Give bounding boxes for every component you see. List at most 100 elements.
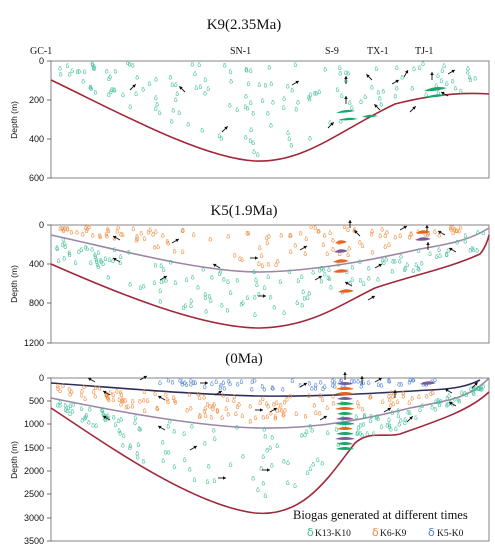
gas-reservoir bbox=[336, 387, 354, 390]
gas-drop-icon: δ bbox=[423, 230, 427, 238]
gas-drop-icon: δ bbox=[396, 407, 400, 415]
gas-drop-icon: δ bbox=[417, 393, 421, 401]
gas-drop-icon: δ bbox=[445, 80, 449, 88]
gas-drop-icon: δ bbox=[107, 227, 111, 235]
gas-drop-icon: δ bbox=[321, 385, 325, 393]
gas-drop-icon: δ bbox=[268, 444, 272, 452]
gas-drop-icon: δ bbox=[197, 61, 201, 69]
gas-drop-icon: δ bbox=[393, 258, 397, 266]
gas-drop-icon: δ bbox=[128, 444, 132, 452]
gas-reservoir bbox=[337, 427, 353, 430]
gas-drop-icon: δ bbox=[338, 64, 342, 72]
gas-drop-icon: δ bbox=[340, 92, 344, 100]
gas-drop-icon: δ bbox=[466, 68, 470, 76]
gas-drop-icon: δ bbox=[306, 294, 310, 302]
gas-drop-icon: δ bbox=[104, 413, 108, 421]
gas-drop-icon: δ bbox=[192, 379, 196, 387]
gas-drop-icon: δ bbox=[106, 225, 110, 233]
arrowhead bbox=[260, 408, 263, 412]
arrowhead bbox=[445, 388, 449, 393]
arrowhead bbox=[404, 70, 409, 74]
gas-reservoir bbox=[335, 392, 355, 395]
gas-drop-icon: δ bbox=[81, 77, 85, 85]
gas-drop-icon: δ bbox=[375, 413, 379, 421]
gas-drop-icon: δ bbox=[249, 99, 253, 107]
gas-drop-icon: δ bbox=[162, 277, 166, 285]
gas-drop-icon: δ bbox=[323, 65, 327, 73]
gas-drop-icon: δ bbox=[395, 64, 399, 72]
basement-line bbox=[50, 234, 490, 329]
gas-drop-icon: δ bbox=[325, 404, 329, 412]
gas-drop-icon: δ bbox=[414, 414, 418, 422]
gas-drop-icon: δ bbox=[79, 246, 83, 254]
gas-drop-icon: δ bbox=[454, 85, 458, 93]
gas-drop-icon: δ bbox=[252, 148, 256, 156]
gas-drop-icon: δ bbox=[388, 423, 392, 431]
gas-drop-icon: δ bbox=[293, 482, 297, 490]
gas-drop-icon: δ bbox=[154, 261, 158, 269]
gas-drop-icon: δ bbox=[68, 410, 72, 418]
gas-drop-icon: δ bbox=[317, 88, 321, 96]
gas-drop-icon: δ bbox=[370, 84, 374, 92]
gas-drop-icon: δ bbox=[92, 388, 96, 396]
gas-drop-icon: δ bbox=[343, 223, 347, 231]
gas-drop-icon: δ bbox=[190, 61, 194, 69]
legend-item-k5-k0: δ K5-K0 bbox=[428, 526, 464, 539]
gas-drop-icon: δ bbox=[234, 410, 238, 418]
gas-drop-icon: δ bbox=[119, 391, 123, 399]
gas-drop-icon: δ bbox=[104, 391, 108, 399]
gas-drop-icon: δ bbox=[263, 492, 267, 500]
gas-drop-icon: δ bbox=[433, 228, 437, 236]
gas-drop-icon: δ bbox=[383, 232, 387, 240]
gas-drop-icon: δ bbox=[206, 85, 210, 93]
gas-drop-icon: δ bbox=[363, 93, 367, 101]
y-axis-label: Depth (m) bbox=[9, 441, 19, 479]
gas-drop-icon: δ bbox=[82, 383, 86, 391]
gas-drop-icon: δ bbox=[377, 381, 381, 389]
gas-drop-icon: δ bbox=[86, 225, 90, 233]
gas-drop-icon: δ bbox=[57, 257, 61, 265]
gas-drop-icon: δ bbox=[218, 270, 222, 278]
gas-drop-icon: δ bbox=[105, 391, 109, 399]
arrowhead bbox=[163, 275, 167, 280]
arrowhead bbox=[88, 377, 92, 382]
gas-drop-icon: δ bbox=[346, 226, 350, 234]
gas-drop-icon: δ bbox=[174, 279, 178, 287]
gas-drop-icon: δ bbox=[368, 393, 372, 401]
gas-drop-icon: δ bbox=[111, 257, 115, 265]
gas-drop-icon: δ bbox=[307, 526, 314, 539]
gas-drop-icon: δ bbox=[260, 252, 264, 260]
gas-reservoir bbox=[337, 397, 353, 400]
gas-drop-icon: δ bbox=[383, 243, 387, 251]
gas-drop-icon: δ bbox=[142, 388, 146, 396]
gas-drop-icon: δ bbox=[267, 260, 271, 268]
gas-drop-icon: δ bbox=[58, 402, 62, 410]
gas-drop-icon: δ bbox=[106, 394, 110, 402]
gas-drop-icon: δ bbox=[93, 393, 97, 401]
legend-item-k13-k10: δ K13-K10 bbox=[307, 526, 351, 539]
gas-drop-icon: δ bbox=[121, 397, 125, 405]
gas-drop-icon: δ bbox=[409, 230, 413, 238]
gas-drop-icon: δ bbox=[275, 442, 279, 450]
gas-drop-icon: δ bbox=[196, 284, 200, 292]
gas-drop-icon: δ bbox=[481, 229, 485, 237]
gas-drop-icon: δ bbox=[346, 251, 350, 259]
gas-drop-icon: δ bbox=[167, 448, 171, 456]
arrowhead bbox=[263, 294, 266, 298]
gas-drop-icon: δ bbox=[61, 236, 65, 244]
gas-drop-icon: δ bbox=[286, 129, 290, 137]
gas-drop-icon: δ bbox=[468, 74, 472, 82]
gas-reservoir bbox=[336, 432, 354, 435]
gas-drop-icon: δ bbox=[67, 404, 71, 412]
gas-drop-icon: δ bbox=[153, 390, 157, 398]
gas-drop-icon: δ bbox=[131, 225, 135, 233]
gas-drop-icon: δ bbox=[286, 479, 290, 487]
gas-drop-icon: δ bbox=[59, 71, 63, 79]
gas-drop-icon: δ bbox=[221, 391, 225, 399]
gas-drop-icon: δ bbox=[380, 423, 384, 431]
gas-drop-icon: δ bbox=[207, 462, 211, 470]
well-label-tx1: TX-1 bbox=[367, 46, 389, 57]
gas-drop-icon: δ bbox=[61, 382, 65, 390]
arrowhead bbox=[205, 381, 208, 385]
gas-drop-icon: δ bbox=[99, 233, 103, 241]
